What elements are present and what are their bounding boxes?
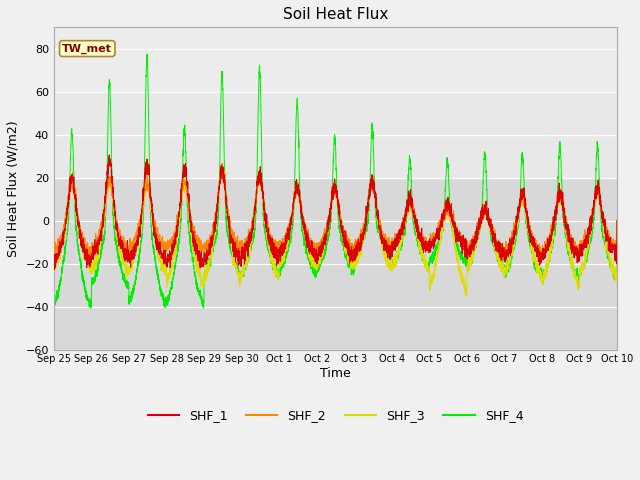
Title: Soil Heat Flux: Soil Heat Flux xyxy=(283,7,388,22)
Y-axis label: Soil Heat Flux (W/m2): Soil Heat Flux (W/m2) xyxy=(7,120,20,257)
Line: SHF_4: SHF_4 xyxy=(54,54,617,308)
SHF_4 xyxy=(612,274,620,280)
SHF_3 xyxy=(612,271,620,276)
X-axis label: Time: Time xyxy=(320,367,351,380)
SHF_2 xyxy=(464,258,472,264)
SHF_1 xyxy=(50,252,58,258)
SHF_3 xyxy=(613,218,621,224)
SHF_4 xyxy=(152,254,159,260)
SHF_3 xyxy=(315,260,323,265)
SHF_3 xyxy=(462,293,470,299)
SHF_1 xyxy=(612,242,620,248)
SHF_3 xyxy=(431,272,438,277)
Line: SHF_3: SHF_3 xyxy=(54,163,617,296)
SHF_3 xyxy=(218,160,226,166)
SHF_4 xyxy=(87,305,95,311)
Bar xyxy=(54,27,617,92)
Text: TW_met: TW_met xyxy=(62,44,112,54)
SHF_2 xyxy=(50,250,58,255)
SHF_2 xyxy=(315,244,323,250)
SHF_1 xyxy=(613,218,621,224)
SHF_4 xyxy=(462,252,470,258)
SHF_3 xyxy=(151,233,159,239)
Bar xyxy=(54,92,617,178)
SHF_1 xyxy=(315,251,323,257)
SHF_1 xyxy=(494,248,502,254)
SHF_4 xyxy=(431,253,438,259)
SHF_3 xyxy=(50,258,58,264)
Line: SHF_1: SHF_1 xyxy=(54,155,617,270)
SHF_1 xyxy=(51,267,58,273)
SHF_3 xyxy=(494,249,502,254)
SHF_4 xyxy=(494,255,502,261)
SHF_2 xyxy=(462,240,470,246)
SHF_1 xyxy=(431,241,438,247)
SHF_4 xyxy=(315,260,323,266)
SHF_2 xyxy=(494,248,502,253)
SHF_1 xyxy=(106,152,113,158)
SHF_2 xyxy=(431,233,438,239)
Legend: SHF_1, SHF_2, SHF_3, SHF_4: SHF_1, SHF_2, SHF_3, SHF_4 xyxy=(143,404,528,427)
SHF_2 xyxy=(151,221,159,227)
SHF_4 xyxy=(613,218,621,224)
SHF_2 xyxy=(218,160,226,166)
Line: SHF_2: SHF_2 xyxy=(54,163,617,261)
SHF_3 xyxy=(462,282,470,288)
SHF_1 xyxy=(152,230,159,236)
SHF_1 xyxy=(462,237,470,242)
SHF_2 xyxy=(613,218,621,224)
SHF_4 xyxy=(50,301,58,307)
SHF_2 xyxy=(612,242,620,248)
SHF_4 xyxy=(143,51,151,57)
